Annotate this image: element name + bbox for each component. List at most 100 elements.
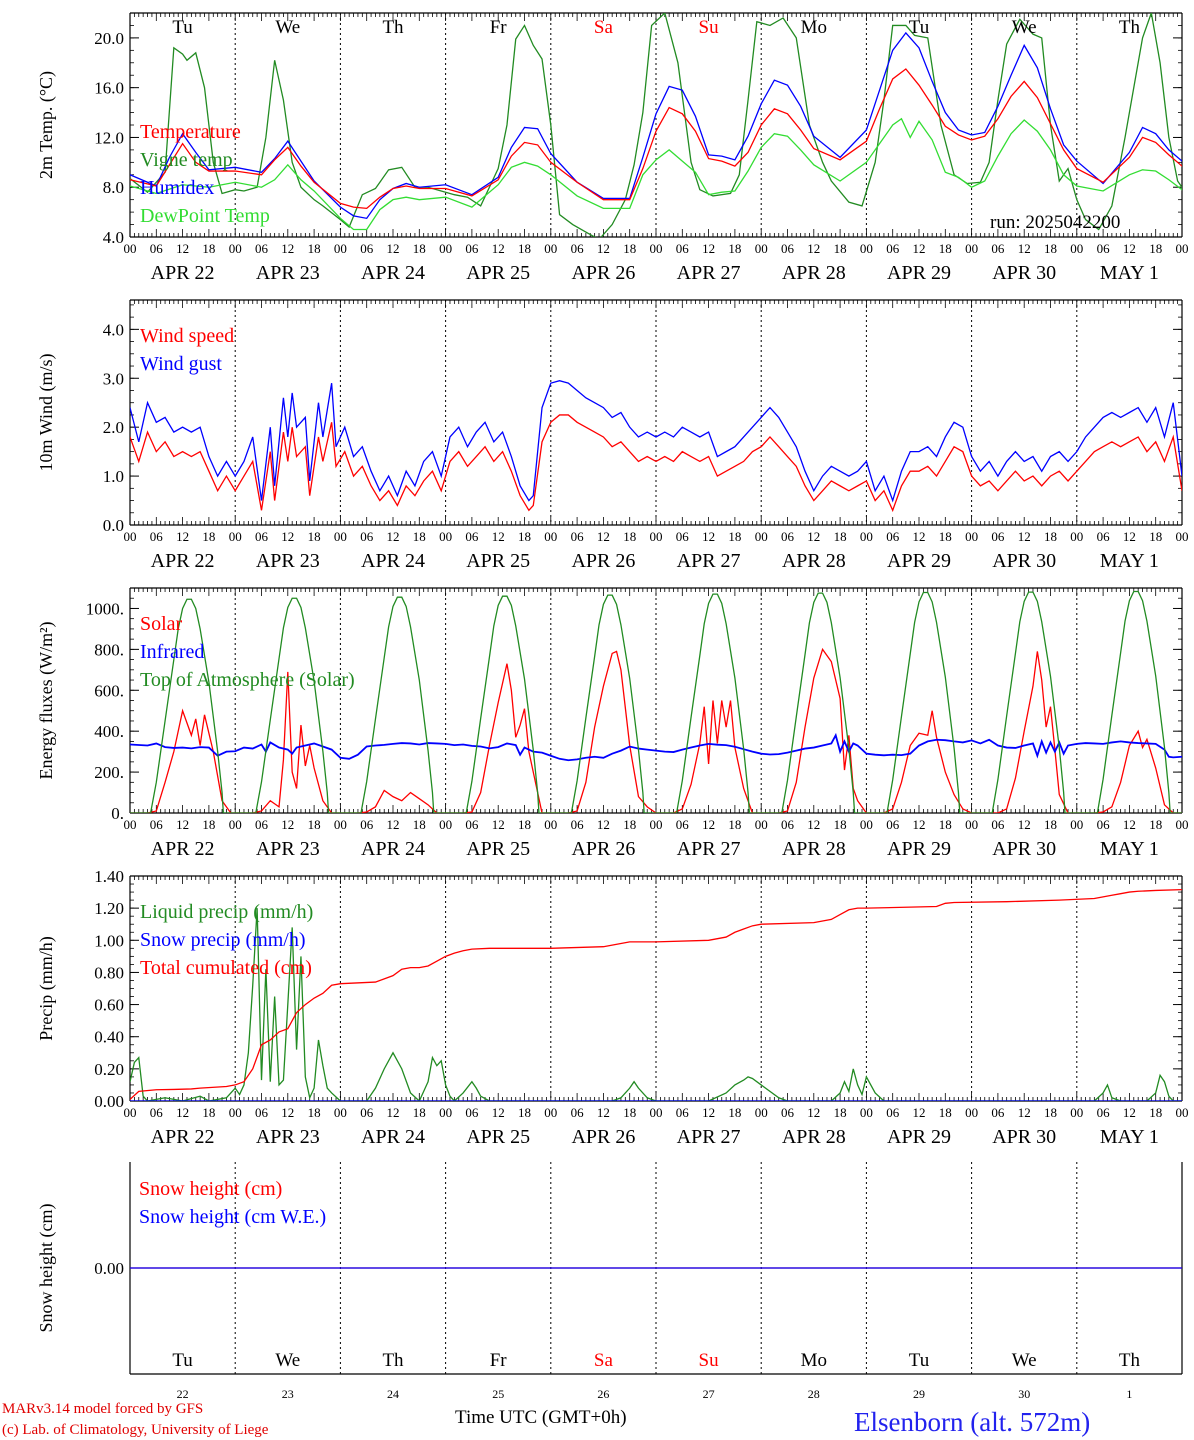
hour-tick-label: 00 bbox=[439, 817, 452, 832]
legend-entry: Temperature bbox=[140, 121, 241, 143]
y-tick-label: 4.0 bbox=[103, 228, 124, 247]
y-tick-label: 0.20 bbox=[94, 1060, 124, 1079]
hour-tick-label: 06 bbox=[991, 529, 1005, 544]
hour-tick-label: 12 bbox=[597, 817, 610, 832]
hour-tick-label: 00 bbox=[334, 241, 347, 256]
legend-entry: Wind speed bbox=[140, 325, 234, 347]
series-line bbox=[130, 590, 1182, 813]
hour-tick-label: 06 bbox=[465, 529, 479, 544]
hour-tick-label: 12 bbox=[281, 1105, 294, 1120]
panel-2: 00 06 12 18 APR 22 00 06 12 18 APR 23 00 06 12 18 APR … bbox=[36, 299, 1189, 572]
day-number-label: 22 bbox=[177, 1387, 189, 1401]
hour-tick-label: 12 bbox=[387, 241, 400, 256]
hour-tick-label: 06 bbox=[781, 241, 795, 256]
hour-tick-label: 00 bbox=[1176, 241, 1189, 256]
hour-tick-label: 00 bbox=[544, 817, 557, 832]
hour-tick-label: 18 bbox=[202, 817, 215, 832]
date-label: APR 27 bbox=[677, 1126, 741, 1148]
hour-tick-label: 06 bbox=[676, 817, 690, 832]
hour-tick-label: 06 bbox=[255, 241, 269, 256]
hour-tick-label: 18 bbox=[939, 241, 952, 256]
date-label: APR 22 bbox=[151, 262, 215, 284]
hour-tick-label: 12 bbox=[387, 817, 400, 832]
series-line bbox=[130, 380, 1182, 503]
y-tick-label: 600. bbox=[94, 681, 124, 700]
hour-tick-label: 00 bbox=[1176, 817, 1189, 832]
hour-tick-label: 12 bbox=[1018, 817, 1031, 832]
day-number-label: 25 bbox=[492, 1387, 504, 1401]
hour-tick-label: 00 bbox=[124, 817, 137, 832]
weekday-label: We bbox=[1012, 17, 1037, 38]
y-tick-label: 0.80 bbox=[94, 963, 124, 982]
hour-tick-label: 18 bbox=[728, 1105, 741, 1120]
date-label: APR 23 bbox=[256, 1126, 320, 1148]
date-label: APR 26 bbox=[571, 262, 635, 284]
model-credit: MARv3.14 model forced by GFS bbox=[2, 1401, 203, 1417]
hour-tick-label: 00 bbox=[1070, 241, 1083, 256]
hour-tick-label: 12 bbox=[913, 241, 926, 256]
weekday-label: Fr bbox=[490, 17, 508, 38]
panel-4: 00 06 12 18 APR 22 00 06 12 18 APR 23 00 06 12 18 APR … bbox=[36, 867, 1189, 1148]
hour-tick-label: 06 bbox=[150, 817, 164, 832]
y-tick-label: 0. bbox=[111, 804, 124, 823]
weekday-label: Th bbox=[382, 17, 404, 38]
date-label: APR 25 bbox=[466, 838, 530, 860]
hour-tick-label: 06 bbox=[360, 817, 374, 832]
hour-tick-label: 06 bbox=[571, 529, 585, 544]
weekday-label: Sa bbox=[594, 1350, 614, 1371]
hour-tick-label: 00 bbox=[1070, 1105, 1083, 1120]
day-number-label: 24 bbox=[387, 1387, 399, 1401]
hour-tick-label: 18 bbox=[1044, 241, 1057, 256]
y-tick-label: 1.0 bbox=[103, 467, 124, 486]
hour-tick-label: 00 bbox=[1176, 1105, 1189, 1120]
day-number-label: 29 bbox=[913, 1387, 925, 1401]
date-label: APR 25 bbox=[466, 262, 530, 284]
hour-tick-label: 06 bbox=[886, 241, 900, 256]
hour-tick-label: 12 bbox=[807, 817, 820, 832]
station-name: Elsenborn (alt. 572m) bbox=[854, 1407, 1090, 1437]
date-label: APR 22 bbox=[151, 838, 215, 860]
hour-tick-label: 12 bbox=[492, 241, 505, 256]
hour-tick-label: 06 bbox=[676, 241, 690, 256]
date-label: APR 30 bbox=[992, 550, 1056, 572]
hour-tick-label: 00 bbox=[334, 529, 347, 544]
hour-tick-label: 18 bbox=[834, 529, 847, 544]
hour-tick-label: 18 bbox=[1149, 1105, 1162, 1120]
series-line bbox=[130, 13, 1182, 237]
date-label: APR 22 bbox=[151, 1126, 215, 1148]
y-tick-label: 1.20 bbox=[94, 899, 124, 918]
day-number-label: 28 bbox=[808, 1387, 820, 1401]
date-label: APR 23 bbox=[256, 550, 320, 572]
y-tick-label: 200. bbox=[94, 763, 124, 782]
hour-tick-label: 12 bbox=[597, 1105, 610, 1120]
hour-tick-label: 00 bbox=[860, 1105, 873, 1120]
date-label: APR 22 bbox=[151, 550, 215, 572]
hour-tick-label: 06 bbox=[150, 529, 164, 544]
hour-tick-label: 06 bbox=[255, 817, 269, 832]
hour-tick-label: 12 bbox=[492, 1105, 505, 1120]
hour-tick-label: 00 bbox=[124, 529, 137, 544]
hour-tick-label: 12 bbox=[702, 1105, 715, 1120]
hour-tick-label: 18 bbox=[308, 529, 321, 544]
hour-tick-label: 00 bbox=[124, 1105, 137, 1120]
date-label: MAY 1 bbox=[1100, 838, 1159, 860]
date-label: MAY 1 bbox=[1100, 550, 1159, 572]
y-tick-label: 0.00 bbox=[94, 1259, 124, 1278]
date-label: APR 29 bbox=[887, 262, 951, 284]
hour-tick-label: 00 bbox=[229, 817, 242, 832]
date-label: APR 27 bbox=[677, 262, 741, 284]
hour-tick-label: 06 bbox=[991, 1105, 1005, 1120]
date-label: APR 29 bbox=[887, 550, 951, 572]
hour-tick-label: 06 bbox=[465, 1105, 479, 1120]
hour-tick-label: 18 bbox=[413, 817, 426, 832]
hour-tick-label: 12 bbox=[176, 529, 189, 544]
hour-tick-label: 12 bbox=[176, 241, 189, 256]
hour-tick-label: 00 bbox=[1176, 529, 1189, 544]
date-label: APR 26 bbox=[571, 550, 635, 572]
legend-entry: Snow precip (mm/h) bbox=[140, 929, 306, 951]
legend-entry: Snow height (cm) bbox=[139, 1178, 282, 1200]
hour-tick-label: 18 bbox=[413, 241, 426, 256]
y-tick-label: 0.0 bbox=[103, 516, 124, 535]
hour-tick-label: 06 bbox=[255, 529, 269, 544]
